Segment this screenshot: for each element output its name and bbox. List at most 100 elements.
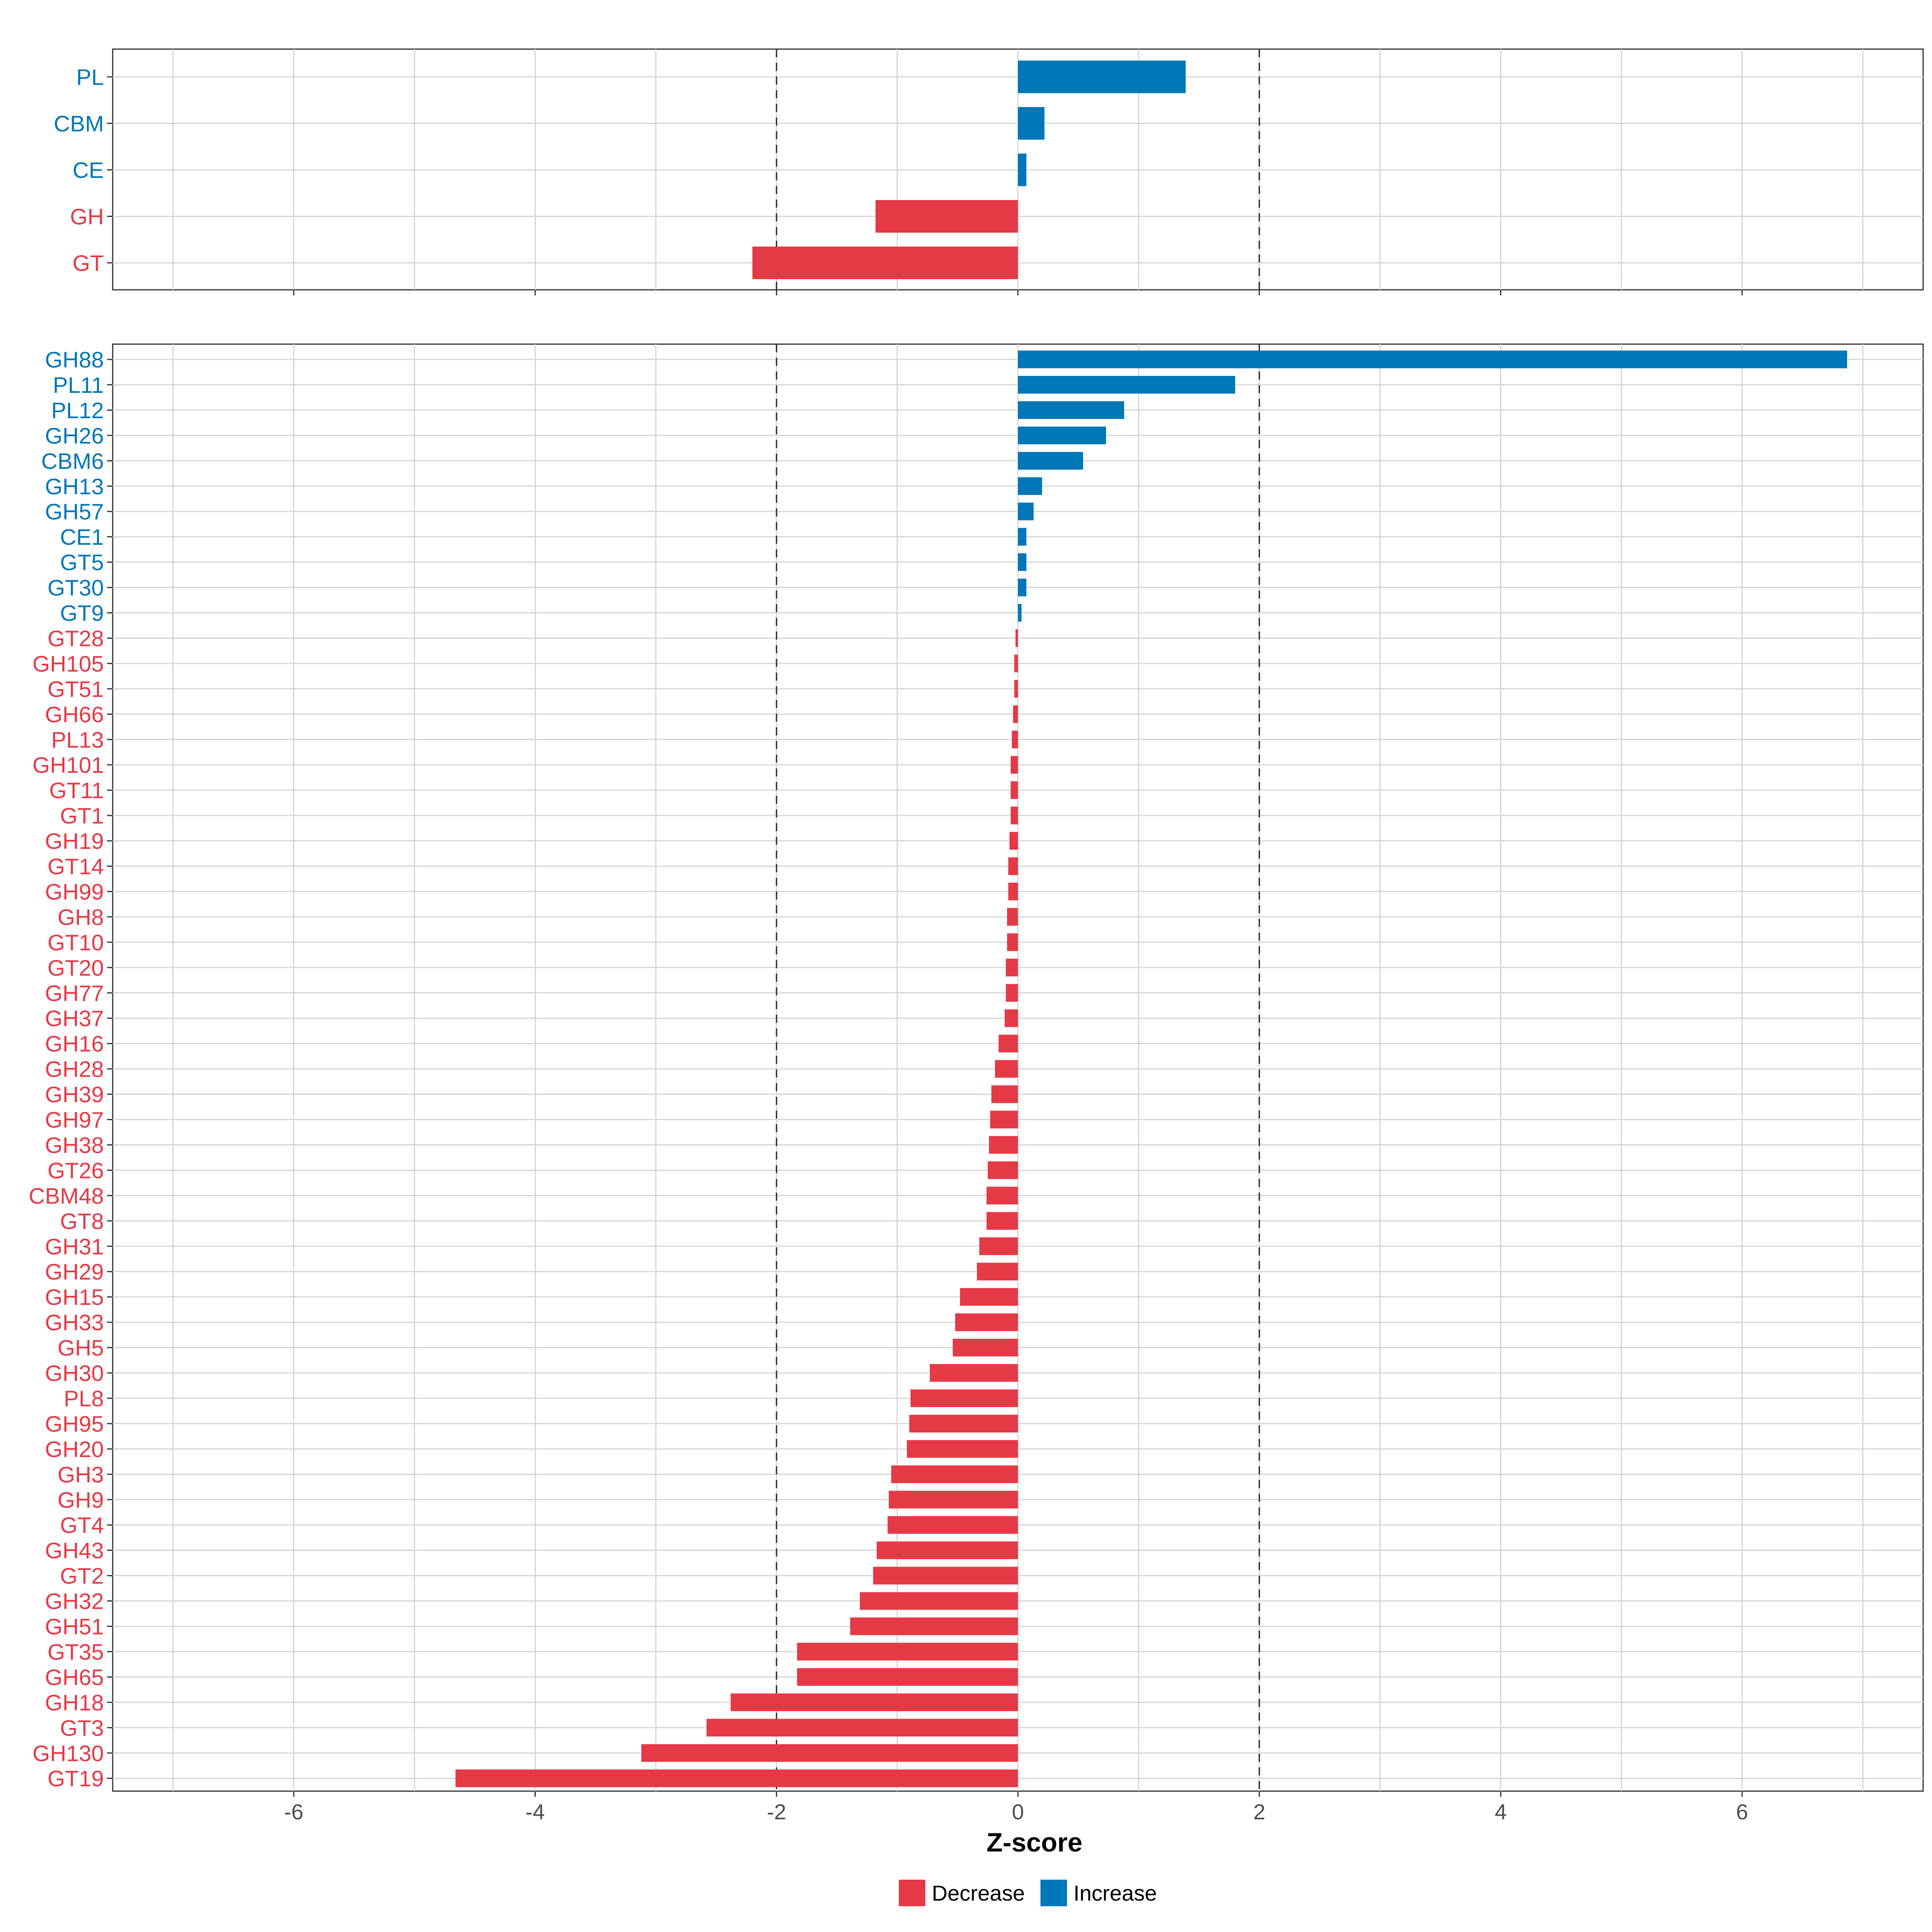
y-label-gh16: GH16 (45, 1031, 104, 1057)
y-label-gh29: GH29 (45, 1259, 104, 1284)
y-label-gt30: GT30 (47, 575, 104, 601)
x-tick-label: -2 (767, 1800, 786, 1824)
y-label-pl13: PL13 (51, 727, 104, 752)
y-label-gh97: GH97 (45, 1107, 104, 1133)
y-label-gt10: GT10 (47, 930, 104, 955)
y-label-gt3: GT3 (60, 1715, 104, 1740)
y-label-pl8: PL8 (64, 1386, 104, 1411)
bar-gh38 (989, 1136, 1018, 1154)
bar-gt3 (706, 1719, 1018, 1737)
y-label-gh26: GH26 (45, 423, 104, 448)
y-label-gh105: GH105 (33, 651, 104, 676)
y-label-gh43: GH43 (45, 1538, 104, 1563)
bar-gh18 (731, 1693, 1018, 1711)
y-label-gh33: GH33 (45, 1310, 104, 1335)
bar-gh130 (641, 1744, 1018, 1762)
bar-gh31 (979, 1237, 1018, 1255)
bar-gh99 (1008, 882, 1018, 900)
y-label-gh37: GH37 (45, 1006, 104, 1031)
bar-gt1 (1011, 807, 1018, 825)
bar-gt51 (1014, 680, 1018, 698)
y-label-gh38: GH38 (45, 1132, 104, 1158)
x-tick-label: 4 (1494, 1800, 1507, 1824)
y-label-gh9: GH9 (58, 1487, 104, 1513)
bar-pl13 (1012, 731, 1018, 749)
bar-cbm48 (987, 1187, 1018, 1205)
y-label-gt20: GT20 (47, 955, 104, 980)
y-label-gh99: GH99 (45, 879, 104, 904)
y-label-gh65: GH65 (45, 1664, 104, 1690)
y-label-gt35: GT35 (47, 1639, 104, 1664)
y-label-gh101: GH101 (33, 752, 104, 778)
bar-gh95 (909, 1414, 1018, 1432)
y-label-gh66: GH66 (45, 702, 104, 727)
bar-gt9 (1018, 604, 1022, 622)
y-label-pl: PL (76, 64, 104, 90)
bar-gt19 (455, 1769, 1018, 1788)
y-label-gt51: GT51 (47, 676, 104, 702)
bar-gh33 (955, 1313, 1018, 1331)
bar-gh (875, 200, 1018, 233)
bar-gh19 (1009, 832, 1018, 850)
bar-gt4 (888, 1516, 1018, 1534)
bar-gh37 (1005, 1009, 1018, 1027)
y-label-gh15: GH15 (45, 1284, 104, 1310)
y-label-gh3: GH3 (58, 1462, 104, 1487)
y-label-gt19: GT19 (47, 1766, 104, 1791)
bar-ce1 (1018, 528, 1026, 546)
bar-gt28 (1016, 629, 1018, 647)
bar-gh39 (991, 1085, 1018, 1103)
x-tick-label: 6 (1736, 1800, 1748, 1824)
y-label-gh39: GH39 (45, 1082, 104, 1107)
y-label-gh57: GH57 (45, 499, 104, 524)
legend-label-increase: Increase (1073, 1881, 1157, 1905)
bar-gt10 (1007, 933, 1018, 951)
bar-gh32 (860, 1592, 1018, 1610)
y-label-gt2: GT2 (60, 1563, 104, 1589)
bar-gh51 (850, 1617, 1018, 1635)
bar-gt (752, 246, 1018, 279)
y-label-gt11: GT11 (49, 778, 104, 803)
y-label-pl11: PL11 (53, 372, 104, 398)
y-label-gh88: GH88 (45, 347, 104, 372)
y-label-gt26: GT26 (47, 1158, 104, 1183)
legend-swatch-increase (1040, 1880, 1067, 1906)
bar-gh9 (889, 1490, 1018, 1509)
y-label-gh19: GH19 (45, 828, 104, 854)
x-tick-label: -4 (526, 1800, 545, 1824)
bar-gt8 (987, 1212, 1018, 1230)
x-tick-label: -6 (284, 1800, 303, 1824)
bar-pl11 (1018, 376, 1235, 394)
bar-gt2 (873, 1567, 1018, 1585)
y-label-gh13: GH13 (45, 474, 104, 499)
bar-gh13 (1018, 477, 1042, 495)
bar-pl (1018, 60, 1186, 93)
y-label-gt: GT (72, 250, 104, 276)
bar-pl12 (1018, 401, 1124, 419)
y-label-cbm48: CBM48 (29, 1183, 104, 1208)
bar-gh65 (797, 1668, 1018, 1686)
y-label-gh5: GH5 (58, 1335, 104, 1360)
legend-label-decrease: Decrease (932, 1881, 1025, 1905)
legend-swatch-decrease (899, 1880, 925, 1906)
bar-cbm (1018, 107, 1044, 140)
y-label-cbm: CBM (54, 111, 104, 136)
bar-gh30 (930, 1364, 1018, 1382)
y-label-gh28: GH28 (45, 1057, 104, 1082)
bar-gh20 (907, 1440, 1018, 1458)
bar-gh101 (1011, 756, 1018, 774)
bar-gh43 (877, 1541, 1018, 1559)
bar-ce (1018, 153, 1026, 186)
y-label-gt1: GT1 (60, 803, 104, 828)
bar-gh26 (1018, 426, 1106, 444)
bar-gt26 (988, 1161, 1018, 1179)
x-tick-label: 0 (1012, 1800, 1024, 1824)
y-label-gt9: GT9 (60, 601, 104, 626)
bar-gt14 (1008, 857, 1018, 875)
y-label-gh18: GH18 (45, 1690, 104, 1715)
bar-gh97 (990, 1110, 1018, 1129)
family-panel: GH88PL11PL12GH26CBM6GH13GH57CE1GT5GT30GT… (29, 343, 1924, 1797)
y-label-gt14: GT14 (47, 854, 104, 879)
y-label-ce: CE (72, 157, 104, 183)
bar-gh16 (999, 1034, 1018, 1053)
